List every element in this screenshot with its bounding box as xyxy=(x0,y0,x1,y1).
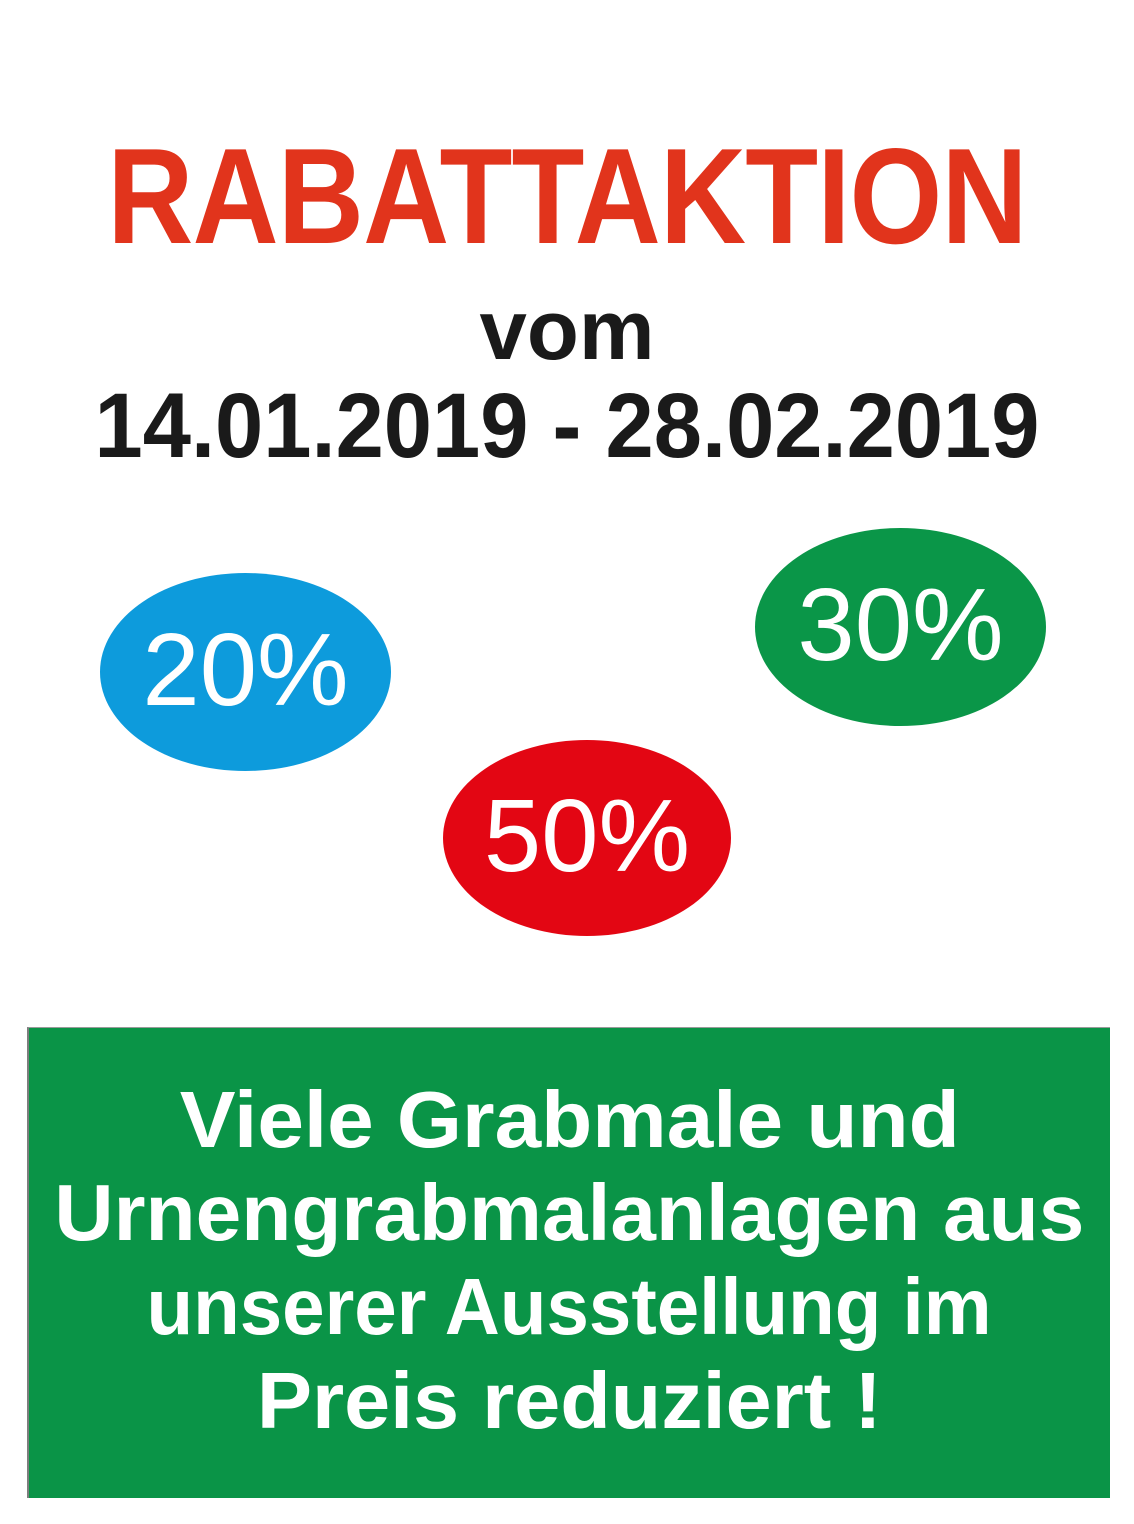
discount-badge-50-label: 50% xyxy=(483,777,691,893)
promotion-date-range: 14.01.2019 - 28.02.2019 xyxy=(94,375,1040,477)
message-line-3: unserer Ausstellung im xyxy=(146,1262,993,1351)
message-line-2: Urnengrabmalanlagen aus xyxy=(54,1168,1085,1258)
discount-badge-30: 30% xyxy=(755,528,1046,726)
message-line-4: Preis reduziert ! xyxy=(257,1355,882,1445)
discount-badge-30-label: 30% xyxy=(797,566,1004,682)
promotion-message-panel: Viele Grabmale und Urnengrabmalanlagen a… xyxy=(27,1027,1110,1498)
subtitle-vom: vom xyxy=(479,283,655,377)
message-line-1: Viele Grabmale und xyxy=(179,1074,960,1164)
discount-badge-20-label: 20% xyxy=(142,611,349,727)
discount-badges-group: 20% 30% 50% xyxy=(0,500,1134,1000)
discount-badge-50: 50% xyxy=(443,740,731,936)
discount-badge-20: 20% xyxy=(100,573,391,771)
headline-area: RABATTAKTION vom 14.01.2019 - 28.02.2019 xyxy=(0,0,1134,500)
page-title: RABATTAKTION xyxy=(107,120,1027,272)
